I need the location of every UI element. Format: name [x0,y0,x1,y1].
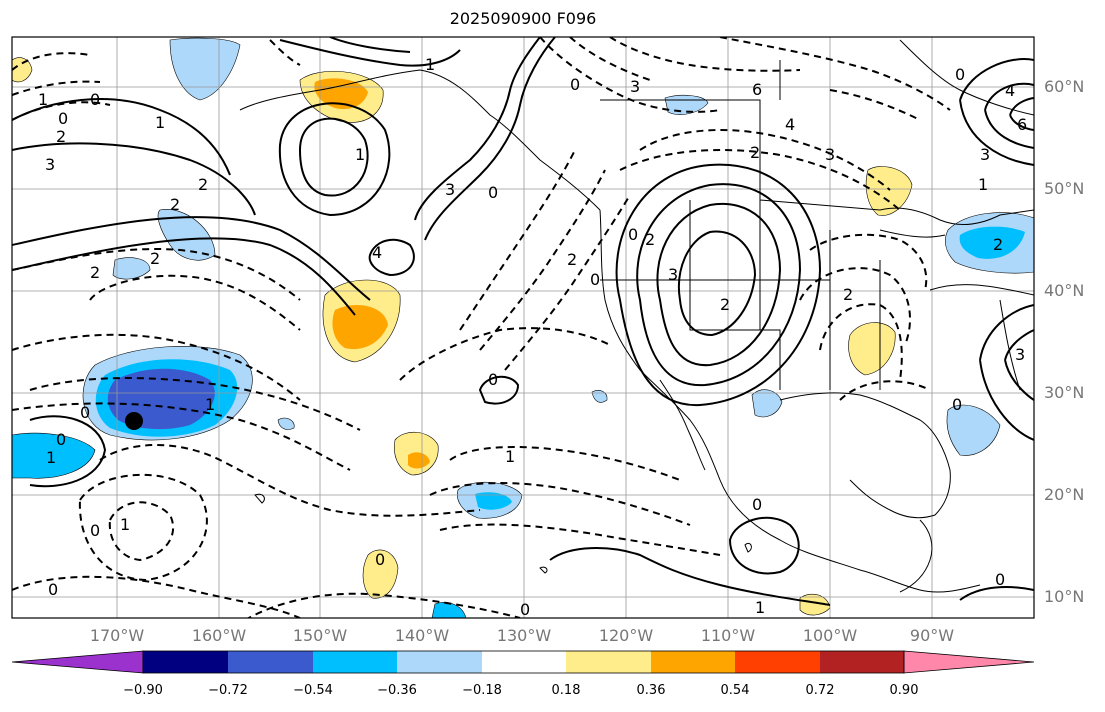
contour-label: 4 [1005,81,1015,100]
lon-tick: 120°W [598,626,654,645]
contour-label: 0 [520,600,530,619]
contour-label: 2 [993,235,1003,254]
colorbar-segment [651,651,735,673]
contour-label: 3 [630,77,640,96]
colorbar-segment [566,651,651,673]
contour-label: 4 [785,115,795,134]
lon-tick: 90°W [909,626,955,645]
lon-tick: 110°W [700,626,756,645]
colorbar-label: −0.54 [293,683,333,698]
lat-tick: 40°N [1044,281,1085,300]
contour-label: 1 [755,598,765,617]
contour-label: 0 [80,403,90,422]
contour-label: 6 [752,80,762,99]
negative-contours [12,37,951,618]
contour-label: 0 [488,183,498,202]
contour-labels: 0 0 2 3 1 1 2 2 2 2 0 0 1 1 0 1 0 1 3 0 … [38,55,1027,619]
contour-label: 0 [955,65,965,84]
lon-tick: 170°W [89,626,145,645]
contour-label: 1 [120,515,130,534]
lat-tick: 50°N [1044,179,1085,198]
colorbar-label: −0.36 [377,683,417,698]
contour-label: 0 [628,225,638,244]
colorbar-label: 0.54 [720,683,750,698]
contour-label: 3 [980,145,990,164]
contour-label: 1 [155,113,165,132]
storm-marker [125,412,143,430]
lon-tick: 160°W [191,626,247,645]
colorbar [11,650,1035,674]
contour-label: 2 [170,195,180,214]
contour-label: 0 [48,580,58,599]
contour-label: 3 [668,265,678,284]
colorbar-label: −0.72 [208,683,248,698]
lat-tick: 30°N [1044,383,1085,402]
colorbar-label: 0.36 [636,683,666,698]
contour-label: 2 [720,295,730,314]
contour-label: 0 [56,430,66,449]
colorbar-extend-high [903,650,1035,674]
contour-label: 0 [590,270,600,289]
contour-label: 3 [1015,345,1025,364]
contour-label: 2 [567,250,577,269]
contour-label: 2 [56,127,66,146]
colorbar-segment [313,651,397,673]
lon-tick: 140°W [394,626,450,645]
contour-label: 0 [488,370,498,389]
contour-label: 4 [372,243,382,262]
contour-label: 1 [38,90,48,109]
contour-label: 1 [978,175,988,194]
colorbar-segment [143,651,228,673]
contour-label: 2 [198,175,208,194]
contour-label: 3 [45,155,55,174]
contour-label: 2 [150,249,160,268]
contour-label: 0 [952,395,962,414]
contour-label: 3 [825,145,835,164]
lon-tick: 100°W [802,626,858,645]
map-frame [11,36,1035,619]
colorbar-label: 0.18 [551,683,581,698]
colorbar-extend-low [11,650,144,674]
map-title: 2025090900 F096 [449,9,597,28]
colorbar-label: −0.90 [123,683,163,698]
contour-label: 0 [90,521,100,540]
contour-label: 1 [46,448,56,467]
lat-tick: 60°N [1044,77,1085,96]
coastlines [239,39,1034,593]
contour-label: 3 [445,180,455,199]
contour-label: 0 [570,75,580,94]
colorbar-segment [228,651,313,673]
contour-label: 0 [752,495,762,514]
colorbar-label: 0.72 [805,683,835,698]
contour-label: 1 [205,395,215,414]
contour-label: 0 [90,90,100,109]
colorbar-segment [482,651,566,673]
contour-label: 1 [355,145,365,164]
lon-tick: 130°W [496,626,552,645]
contour-label: 1 [425,55,435,74]
colorbar-segment [397,651,482,673]
lat-tick: 20°N [1044,485,1085,504]
contour-label: 6 [1017,115,1027,134]
colorbar-label: −0.18 [462,683,502,698]
contour-label: 0 [995,570,1005,589]
contour-label: 2 [90,263,100,282]
contour-label: 0 [375,550,385,569]
contour-label: 1 [505,447,515,466]
contour-label: 0 [58,109,68,128]
contour-label: 2 [645,230,655,249]
colorbar-label: 0.90 [889,683,919,698]
contour-label: 2 [750,143,760,162]
lat-tick: 10°N [1044,587,1085,606]
colorbar-segment [735,651,820,673]
lon-tick: 150°W [292,626,348,645]
colorbar-segment [820,651,904,673]
contour-label: 2 [843,285,853,304]
